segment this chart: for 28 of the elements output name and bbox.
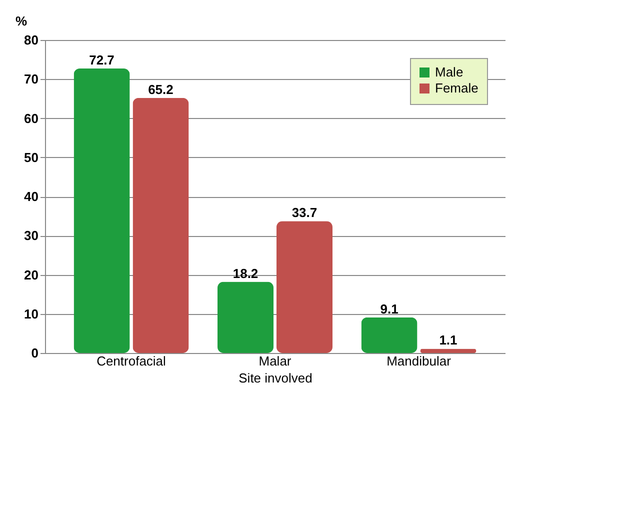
x-tick-label: Malar [258, 354, 292, 368]
y-tick-label: 60 [24, 110, 38, 126]
x-axis-title: Site involved [238, 370, 312, 386]
bar [361, 317, 418, 353]
y-tick-label: 80 [24, 32, 38, 48]
bar [74, 68, 130, 353]
y-tick-label: 20 [24, 267, 38, 282]
data-label: 1.1 [439, 332, 458, 348]
y-axis-title: % [16, 14, 28, 28]
bar [276, 221, 332, 353]
legend-label: Male [435, 64, 464, 80]
bar [420, 348, 476, 353]
data-label: 33.7 [292, 205, 318, 220]
data-label: 65.2 [148, 82, 174, 97]
y-tick-label: 0 [31, 346, 38, 360]
y-tick-label: 30 [24, 228, 38, 244]
x-tick-label: Centrofacial [96, 354, 166, 368]
legend-label: Female [435, 80, 478, 96]
y-tick-label: 50 [24, 150, 38, 165]
y-tick-label: 40 [24, 189, 38, 204]
bar [218, 282, 274, 353]
data-label: 72.7 [89, 52, 114, 68]
y-tick-label: 70 [24, 72, 38, 87]
y-tick-label: 10 [24, 306, 38, 322]
data-label: 18.2 [232, 266, 258, 281]
x-tick-label: Mandibular [386, 354, 452, 368]
bar [132, 98, 189, 353]
data-label: 9.1 [380, 301, 398, 316]
